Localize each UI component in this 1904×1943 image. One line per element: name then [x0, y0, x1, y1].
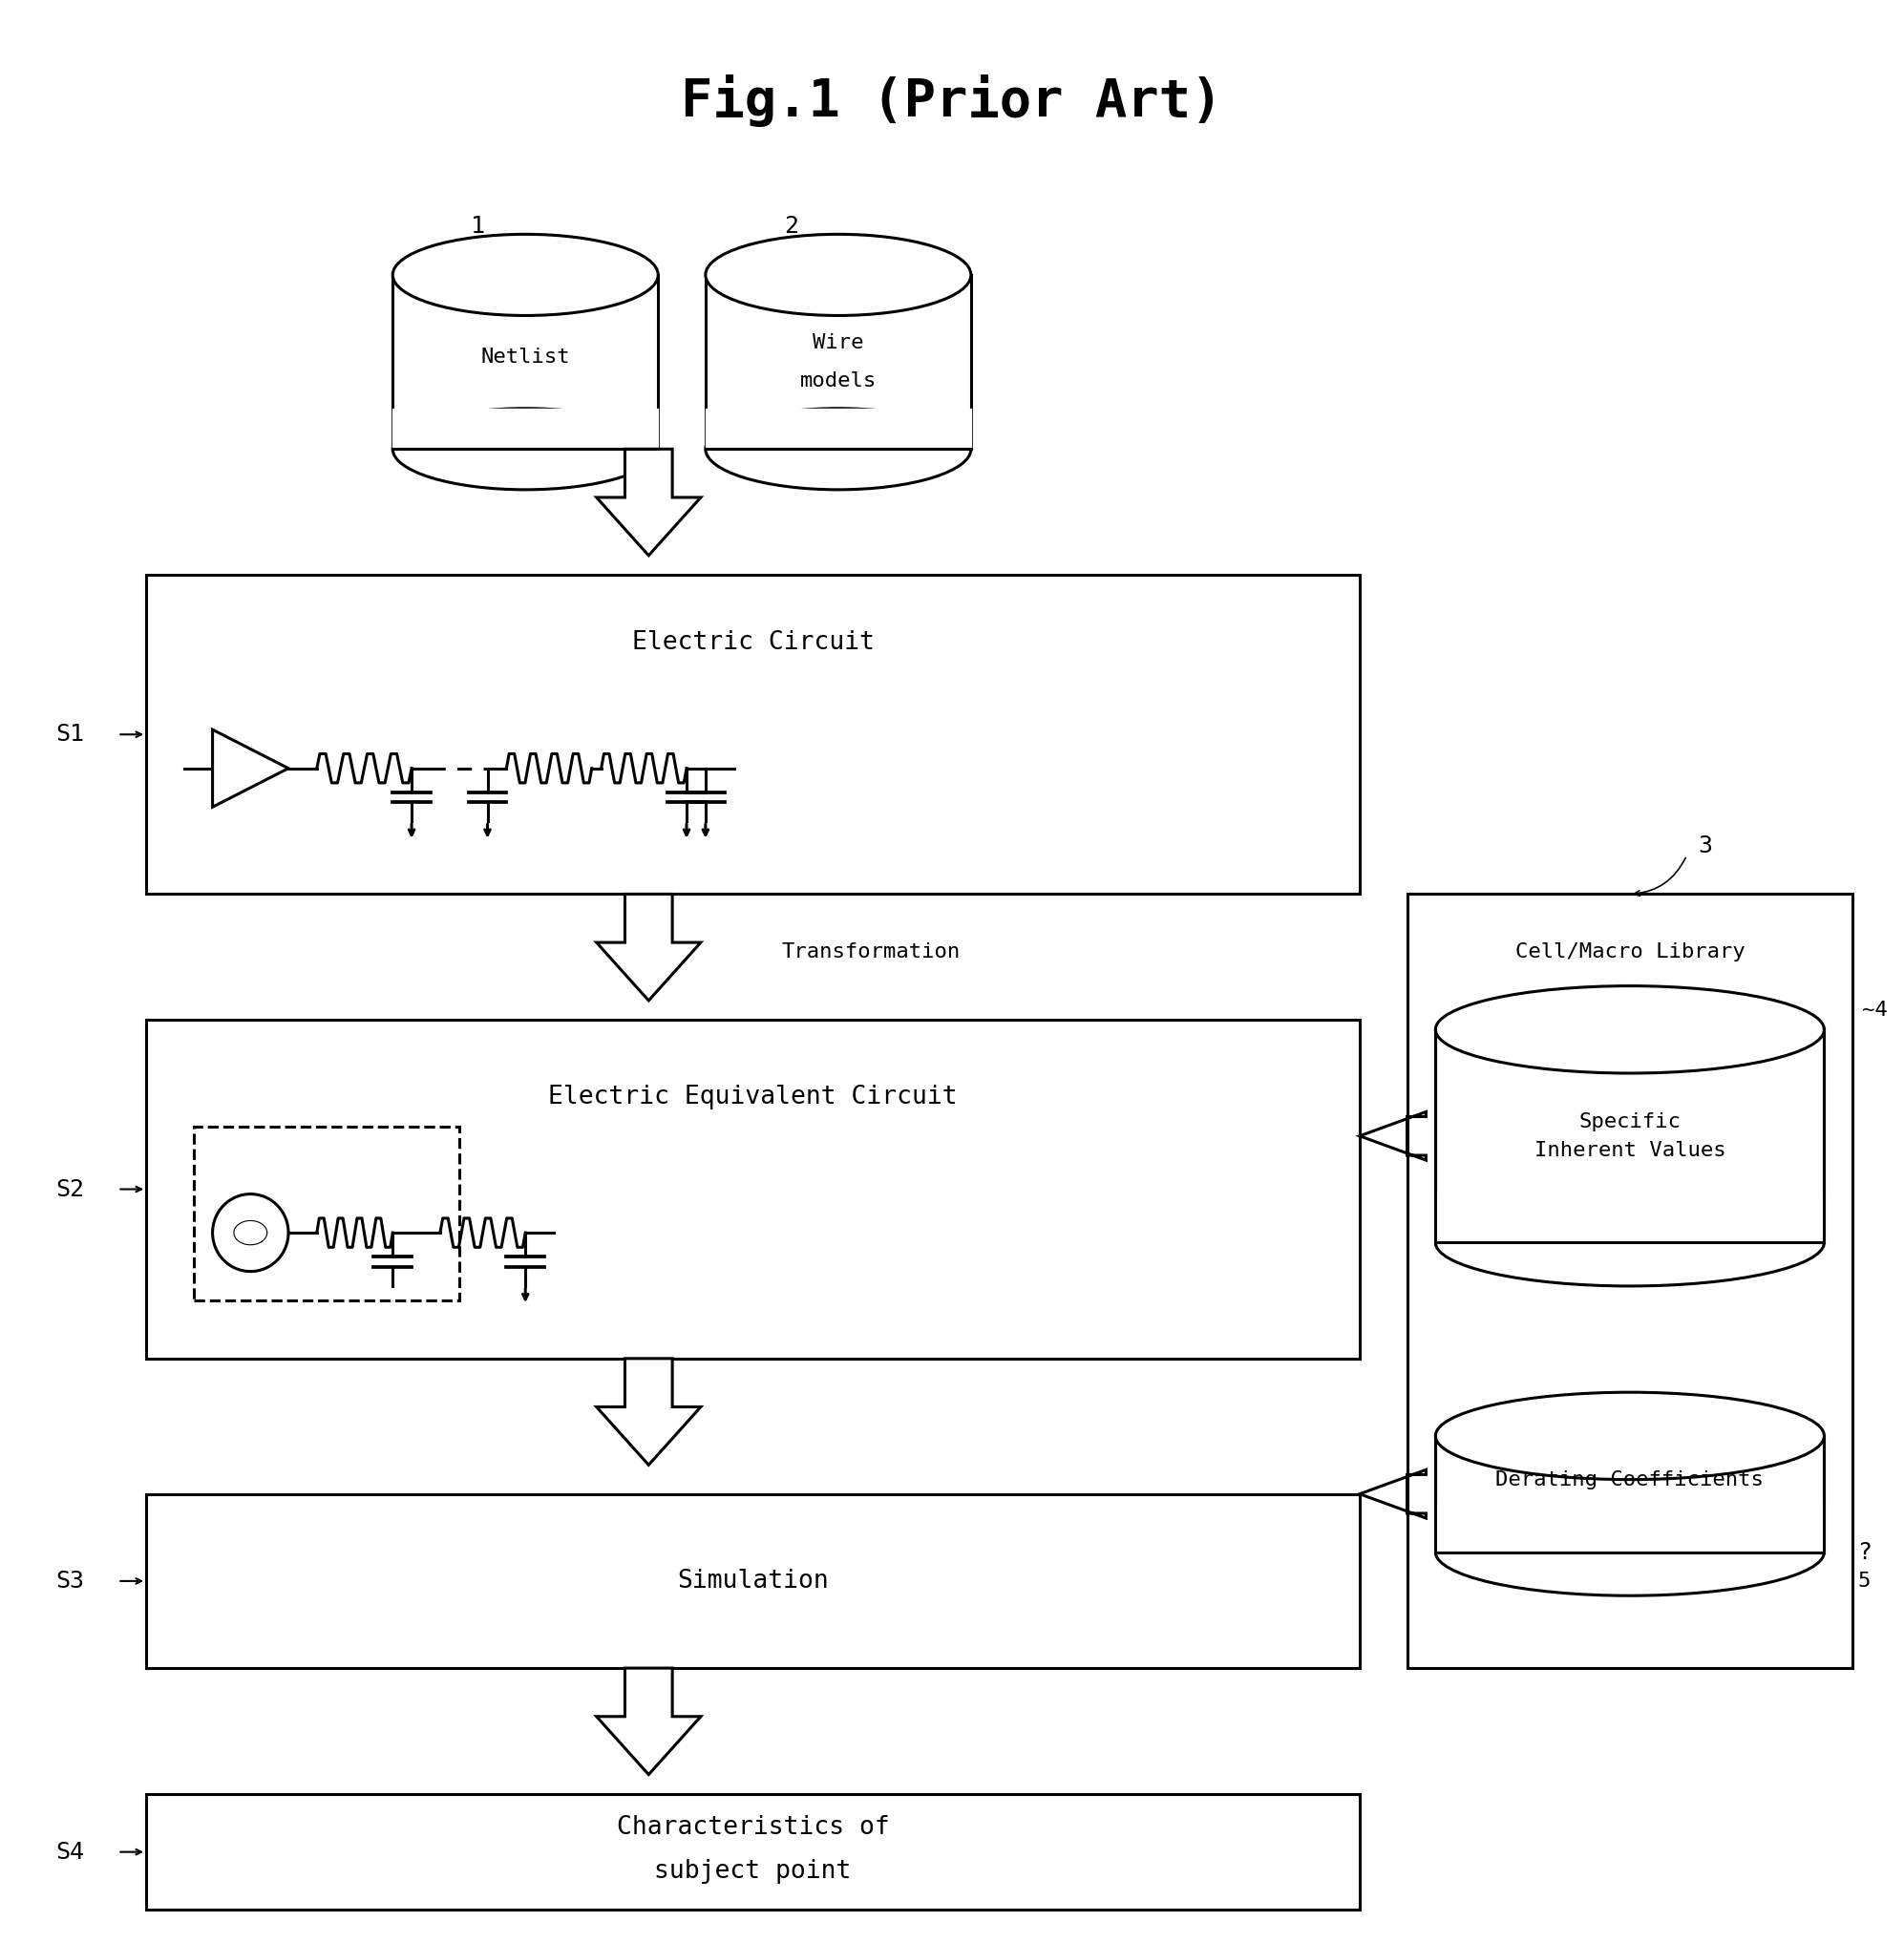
Ellipse shape [392, 408, 659, 490]
Ellipse shape [1436, 1508, 1824, 1595]
FancyBboxPatch shape [194, 1127, 459, 1300]
Ellipse shape [392, 235, 659, 315]
Text: subject point: subject point [655, 1859, 851, 1883]
Text: Transformation: Transformation [781, 942, 960, 962]
Ellipse shape [706, 235, 971, 315]
Ellipse shape [1436, 985, 1824, 1073]
Text: S2: S2 [55, 1177, 84, 1201]
Text: Inherent Values: Inherent Values [1535, 1141, 1725, 1160]
FancyBboxPatch shape [147, 1020, 1359, 1358]
Polygon shape [213, 731, 288, 806]
Text: Cell/Macro Library: Cell/Macro Library [1516, 942, 1744, 962]
FancyBboxPatch shape [147, 1494, 1359, 1669]
Polygon shape [596, 894, 701, 1001]
Text: Specific: Specific [1578, 1111, 1681, 1131]
Polygon shape [596, 449, 701, 556]
Text: 1: 1 [470, 216, 486, 237]
Text: ~4: ~4 [1862, 1001, 1887, 1020]
Polygon shape [1359, 1469, 1426, 1517]
Text: Characteristics of: Characteristics of [617, 1815, 889, 1840]
Ellipse shape [706, 408, 971, 490]
FancyBboxPatch shape [147, 575, 1359, 894]
Text: S1: S1 [55, 723, 84, 746]
Text: Fig.1 (Prior Art): Fig.1 (Prior Art) [682, 74, 1222, 126]
Text: Simulation: Simulation [678, 1568, 828, 1593]
Text: 3: 3 [1698, 834, 1714, 857]
Text: S4: S4 [55, 1840, 84, 1863]
FancyBboxPatch shape [1407, 894, 1853, 1669]
FancyBboxPatch shape [147, 1793, 1359, 1910]
Text: S3: S3 [55, 1570, 84, 1593]
FancyBboxPatch shape [1436, 1436, 1824, 1552]
Text: Electric Circuit: Electric Circuit [632, 630, 874, 655]
Text: models: models [800, 371, 876, 391]
Text: Wire: Wire [813, 332, 864, 352]
Ellipse shape [1436, 1393, 1824, 1479]
Text: 5: 5 [1858, 1572, 1870, 1591]
Text: ?: ? [1858, 1541, 1872, 1564]
Polygon shape [596, 1669, 701, 1774]
Polygon shape [596, 1358, 701, 1465]
Text: Electric Equivalent Circuit: Electric Equivalent Circuit [548, 1084, 958, 1109]
Text: Netlist: Netlist [480, 348, 569, 367]
Text: 2: 2 [784, 216, 798, 237]
Polygon shape [1359, 1111, 1426, 1160]
Text: Derating Coefficients: Derating Coefficients [1497, 1471, 1763, 1488]
FancyBboxPatch shape [1436, 1030, 1824, 1242]
Ellipse shape [1436, 1199, 1824, 1286]
